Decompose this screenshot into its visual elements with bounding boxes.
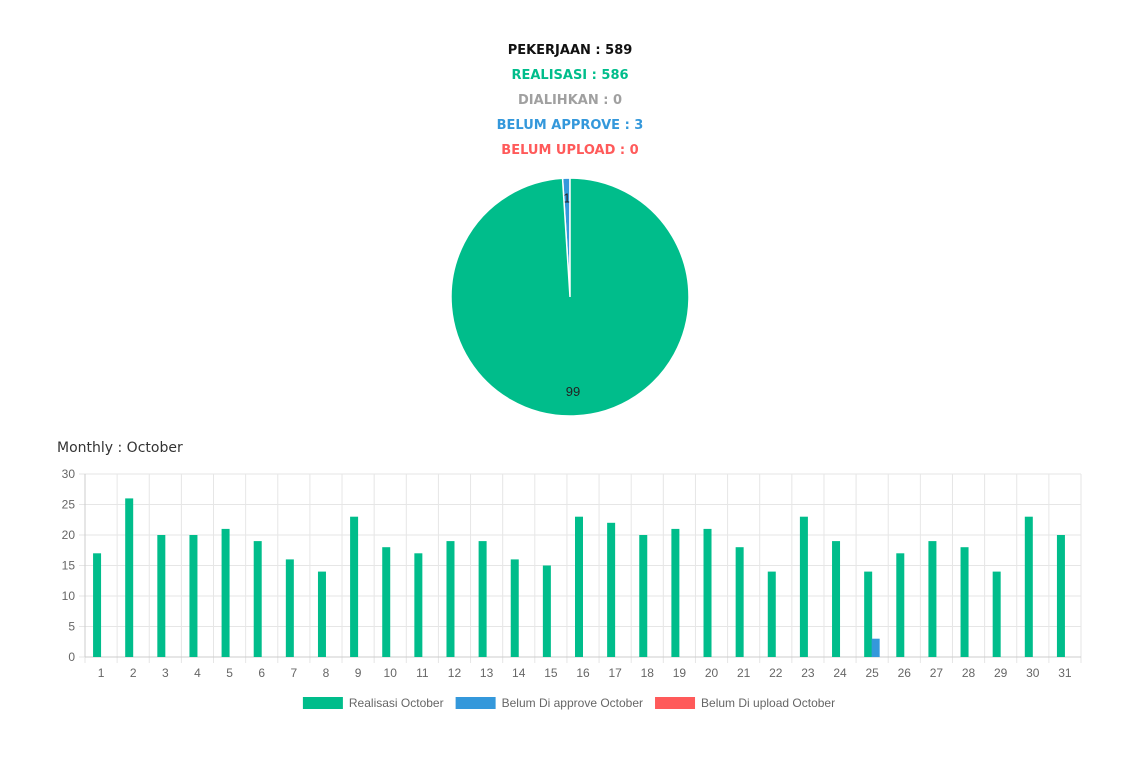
bar-realisasi-october-1[interactable] — [93, 553, 102, 657]
y-tick-label: 10 — [62, 589, 76, 603]
x-tick-label-9: 9 — [355, 666, 362, 680]
bar-realisasi-october-4[interactable] — [189, 535, 198, 657]
pekerjaan-total: PEKERJAAN : 589 — [507, 43, 633, 58]
x-tick-label-2: 2 — [130, 666, 137, 680]
bar-realisasi-october-27[interactable] — [928, 541, 937, 657]
y-tick-label: 5 — [68, 620, 75, 634]
x-tick-label-30: 30 — [1026, 666, 1040, 680]
pie-chart: 1 99 — [450, 177, 690, 417]
y-tick-label: 15 — [62, 559, 76, 573]
x-tick-label-21: 21 — [737, 666, 751, 680]
legend-label: Belum Di upload October — [701, 696, 835, 710]
bar-realisasi-october-9[interactable] — [350, 516, 359, 657]
bar-realisasi-october-26[interactable] — [896, 553, 905, 657]
bar-realisasi-october-25[interactable] — [864, 571, 873, 657]
bar-realisasi-october-21[interactable] — [735, 547, 744, 657]
x-tick-label-5: 5 — [226, 666, 233, 680]
bar-realisasi-october-30[interactable] — [1024, 516, 1033, 657]
x-tick-label-7: 7 — [290, 666, 297, 680]
belum-upload-total: BELUM UPLOAD : 0 — [501, 143, 639, 158]
bar-realisasi-october-2[interactable] — [125, 498, 134, 657]
x-tick-label-23: 23 — [801, 666, 815, 680]
bar-realisasi-october-12[interactable] — [446, 541, 455, 657]
y-tick-label: 25 — [62, 498, 76, 512]
dialihkan-total: DIALIHKAN : 0 — [518, 93, 622, 108]
pie-slice-99[interactable] — [450, 177, 690, 417]
legend-item-realisasi-october[interactable]: Realisasi October — [302, 696, 444, 710]
bar-realisasi-october-11[interactable] — [414, 553, 423, 657]
x-tick-label-25: 25 — [865, 666, 879, 680]
realisasi-total: REALISASI : 586 — [511, 68, 629, 83]
x-tick-label-17: 17 — [608, 666, 622, 680]
bar-realisasi-october-19[interactable] — [671, 528, 680, 657]
legend-item-belum-di-approve-october[interactable]: Belum Di approve October — [455, 696, 643, 710]
x-tick-label-12: 12 — [448, 666, 462, 680]
bar-realisasi-october-22[interactable] — [767, 571, 776, 657]
y-tick-label: 0 — [68, 650, 75, 664]
summary-panel: PEKERJAAN : 589 REALISASI : 586 DIALIHKA… — [0, 38, 1140, 163]
bar-realisasi-october-6[interactable] — [253, 541, 262, 657]
bar-realisasi-october-31[interactable] — [1056, 535, 1065, 657]
bar-realisasi-october-5[interactable] — [221, 528, 230, 657]
y-tick-label: 30 — [62, 467, 76, 481]
x-tick-label-18: 18 — [641, 666, 655, 680]
bar-realisasi-october-17[interactable] — [607, 522, 616, 657]
bar-realisasi-october-23[interactable] — [799, 516, 808, 657]
x-tick-label-27: 27 — [930, 666, 944, 680]
legend-label: Realisasi October — [349, 696, 444, 710]
bar-realisasi-october-8[interactable] — [317, 571, 326, 657]
bar-realisasi-october-28[interactable] — [960, 547, 969, 657]
bar-realisasi-october-10[interactable] — [382, 547, 391, 657]
x-tick-label-22: 22 — [769, 666, 783, 680]
bar-realisasi-october-24[interactable] — [832, 541, 841, 657]
x-tick-label-11: 11 — [416, 666, 429, 680]
x-tick-label-16: 16 — [576, 666, 590, 680]
belum-approve-total: BELUM APPROVE : 3 — [496, 118, 644, 133]
x-tick-label-1: 1 — [98, 666, 105, 680]
bar-realisasi-october-14[interactable] — [510, 559, 519, 657]
x-tick-label-20: 20 — [705, 666, 719, 680]
legend-swatch — [455, 697, 496, 709]
legend-swatch — [655, 697, 696, 709]
bar-belum-di-approve-october-25[interactable] — [871, 638, 880, 657]
legend-swatch — [302, 697, 343, 709]
x-tick-label-15: 15 — [544, 666, 558, 680]
x-tick-label-13: 13 — [480, 666, 494, 680]
x-tick-label-24: 24 — [833, 666, 847, 680]
x-tick-label-4: 4 — [194, 666, 201, 680]
x-tick-label-28: 28 — [962, 666, 976, 680]
bar-realisasi-october-20[interactable] — [703, 528, 712, 657]
y-tick-label: 20 — [62, 528, 76, 542]
bar-realisasi-october-3[interactable] — [157, 535, 166, 657]
x-tick-label-3: 3 — [162, 666, 169, 680]
x-tick-label-8: 8 — [323, 666, 330, 680]
legend-label: Belum Di approve October — [502, 696, 643, 710]
legend: Realisasi October Belum Di approve Octobe… — [302, 696, 835, 710]
bar-realisasi-october-29[interactable] — [992, 571, 1001, 657]
x-tick-label-10: 10 — [384, 666, 398, 680]
bar-realisasi-october-16[interactable] — [575, 516, 583, 657]
x-tick-label-31: 31 — [1058, 666, 1072, 680]
bar-realisasi-october-18[interactable] — [639, 535, 648, 657]
x-tick-label-26: 26 — [898, 666, 912, 680]
x-tick-label-19: 19 — [673, 666, 687, 680]
pie-label-99: 99 — [566, 384, 580, 399]
bar-realisasi-october-13[interactable] — [478, 541, 487, 657]
x-tick-label-6: 6 — [258, 666, 265, 680]
x-tick-label-29: 29 — [994, 666, 1008, 680]
monthly-title: Monthly : October — [57, 440, 183, 456]
bar-realisasi-october-7[interactable] — [285, 559, 294, 657]
legend-item-belum-di-upload-october[interactable]: Belum Di upload October — [655, 696, 835, 710]
bar-realisasi-october-15[interactable] — [542, 565, 551, 658]
pie-label-1: 1 — [563, 190, 570, 205]
x-tick-label-14: 14 — [512, 666, 526, 680]
